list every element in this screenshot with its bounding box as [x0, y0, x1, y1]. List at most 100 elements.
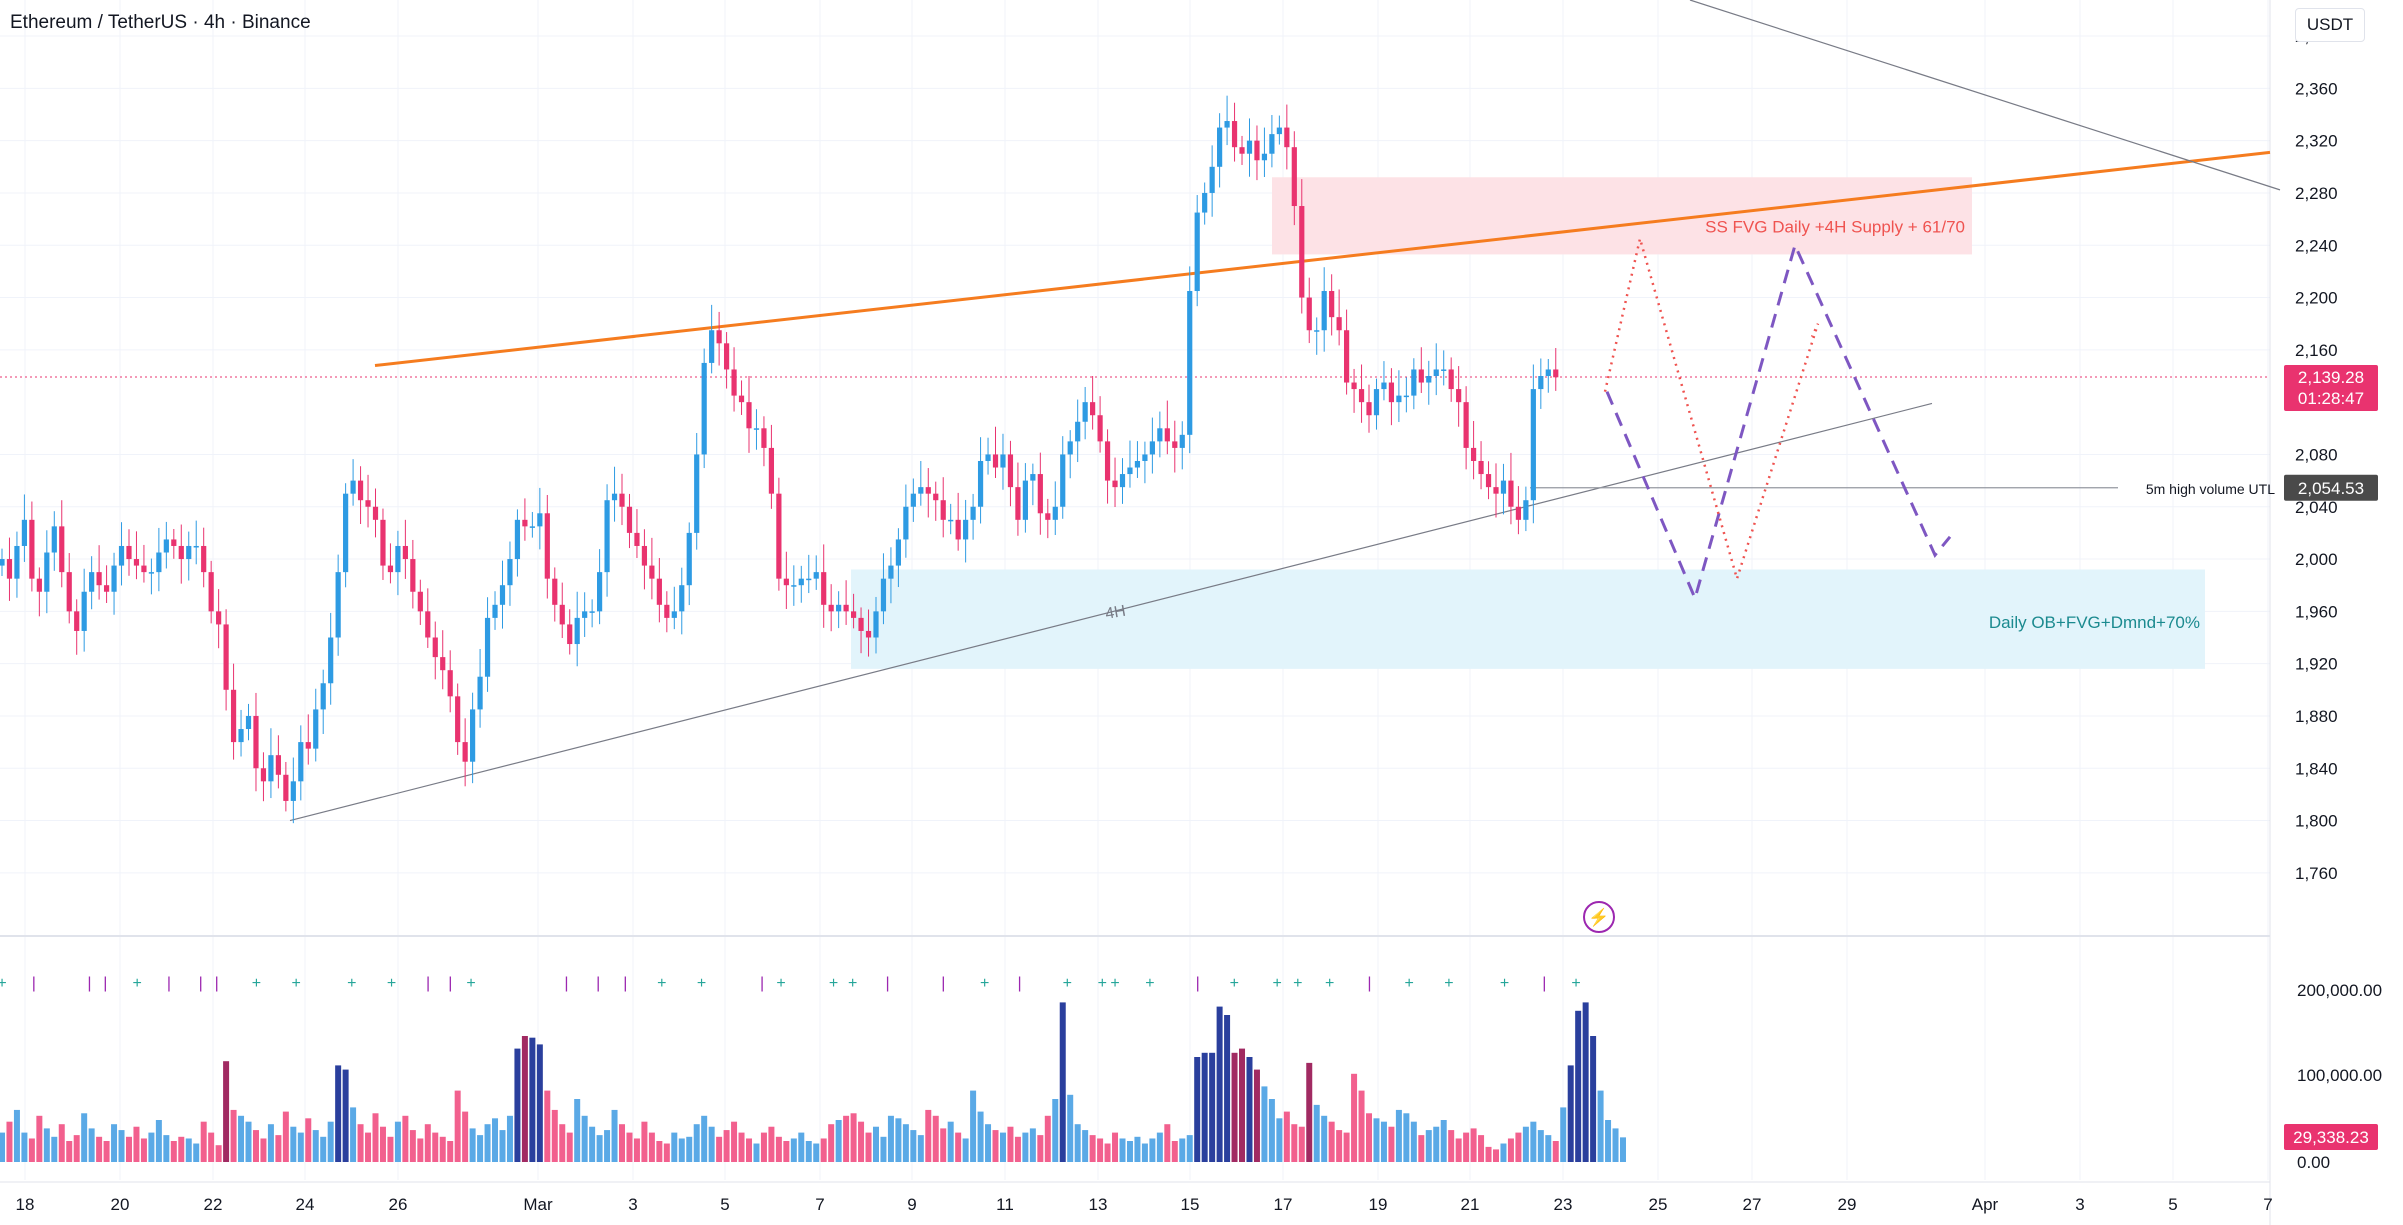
candle — [447, 670, 453, 697]
volume-bar — [947, 1121, 954, 1162]
candle — [589, 611, 595, 613]
volume-marker: + — [1404, 975, 1413, 992]
candle — [1470, 447, 1477, 461]
price-axis[interactable]: 2,4002,3602,3202,2802,2402,2002,1602,080… — [2295, 27, 2338, 883]
volume-bar — [379, 1126, 386, 1162]
volume-marker: + — [980, 975, 989, 992]
candle — [664, 604, 670, 618]
volume-bar — [977, 1111, 984, 1162]
volume-bar — [1029, 1128, 1036, 1162]
volume-bar — [566, 1132, 573, 1162]
volume-bar — [1141, 1143, 1148, 1162]
candle — [470, 709, 476, 762]
time-tick: 23 — [1554, 1195, 1573, 1214]
candle — [29, 519, 35, 579]
volume-bar — [1149, 1138, 1156, 1162]
candle — [791, 585, 797, 587]
last-volume-badge — [2284, 1124, 2378, 1150]
volume-bar — [1059, 1002, 1066, 1162]
candle — [977, 460, 984, 507]
volume-pane: + | | | + | | | + + + + | | + | | | + + | + + + | | + | + + + + | + + + + | + +… — [0, 901, 1626, 1162]
candle — [1456, 389, 1462, 403]
candle — [686, 532, 692, 586]
time-axis[interactable]: 18 20 22 24 26 Mar 3 5 7 9 11 13 15 17 19 21 23 25 27 29 Apr… — [16, 1195, 2273, 1214]
candle — [1366, 402, 1372, 416]
candle — [783, 578, 789, 586]
volume-marker: + — [1098, 975, 1107, 992]
candle — [1082, 402, 1088, 422]
volume-bar — [1194, 1057, 1201, 1162]
volume-bar — [1074, 1124, 1081, 1162]
candle — [813, 572, 819, 579]
supply-zone — [1272, 177, 1972, 255]
volume-bar — [350, 1107, 357, 1162]
volume-bar — [663, 1143, 670, 1162]
time-tick: 7 — [2263, 1195, 2272, 1214]
volume-bar — [514, 1048, 521, 1162]
volume-bar — [872, 1126, 879, 1162]
volume-bar — [439, 1136, 446, 1162]
currency-button[interactable]: USDT — [2295, 8, 2365, 42]
candle — [865, 630, 872, 638]
volume-bar — [970, 1090, 977, 1162]
candle — [1493, 487, 1499, 494]
volume-bar — [290, 1126, 297, 1162]
volume-bar — [223, 1061, 230, 1162]
volume-bar — [1560, 1107, 1567, 1162]
candle — [634, 532, 640, 546]
volume-marker: + — [1110, 975, 1119, 992]
candle — [582, 611, 588, 618]
candle — [410, 559, 416, 592]
volume-bar — [1507, 1138, 1514, 1162]
volume-bar — [417, 1138, 424, 1162]
candle — [858, 617, 864, 631]
volume-bar — [477, 1135, 484, 1162]
time-tick: 15 — [1181, 1195, 1200, 1214]
volume-bar — [1201, 1052, 1208, 1162]
candle — [1321, 291, 1327, 331]
candle — [44, 552, 50, 592]
time-tick: 3 — [2075, 1195, 2084, 1214]
volume-bar — [1216, 1006, 1223, 1162]
time-tick: 27 — [1743, 1195, 1762, 1214]
volume-bar — [387, 1136, 394, 1162]
candle — [567, 624, 573, 645]
candle — [656, 578, 662, 605]
volume-bar — [768, 1126, 775, 1162]
candle — [343, 493, 349, 573]
candle — [910, 493, 916, 507]
volume-bar — [1037, 1135, 1044, 1162]
volume-bar — [1231, 1052, 1238, 1162]
candle — [679, 585, 685, 612]
candle — [1426, 376, 1432, 383]
volume-bar — [1418, 1135, 1425, 1162]
volume-tick: 200,000.00 — [2297, 981, 2382, 1000]
candle — [1209, 166, 1215, 193]
time-tick: 19 — [1369, 1195, 1388, 1214]
volume-bar — [484, 1124, 491, 1162]
volume-bar — [790, 1138, 797, 1162]
candle — [918, 487, 924, 494]
candle — [1045, 513, 1051, 520]
candle — [776, 493, 782, 579]
lightning-icon — [1583, 901, 1615, 933]
volume-bar — [798, 1132, 805, 1162]
volume-bar — [342, 1069, 349, 1162]
candle — [1418, 369, 1424, 383]
last-price-badge — [2284, 364, 2378, 411]
candle — [402, 545, 408, 560]
volume-bar — [1545, 1135, 1552, 1162]
candle — [1344, 330, 1350, 383]
volume-bar — [51, 1136, 58, 1162]
volume-bar — [708, 1126, 715, 1162]
candle — [529, 526, 535, 528]
candle — [216, 611, 222, 625]
volume-bar — [805, 1141, 812, 1162]
time-tick: 18 — [16, 1195, 35, 1214]
volume-bar — [932, 1115, 939, 1162]
volume-bar — [208, 1132, 215, 1162]
volume-axis[interactable]: 200,000.00 100,000.00 0.00 29,338.23 — [2284, 981, 2382, 1172]
utl-price-badge — [2284, 474, 2378, 501]
candle — [230, 689, 237, 743]
